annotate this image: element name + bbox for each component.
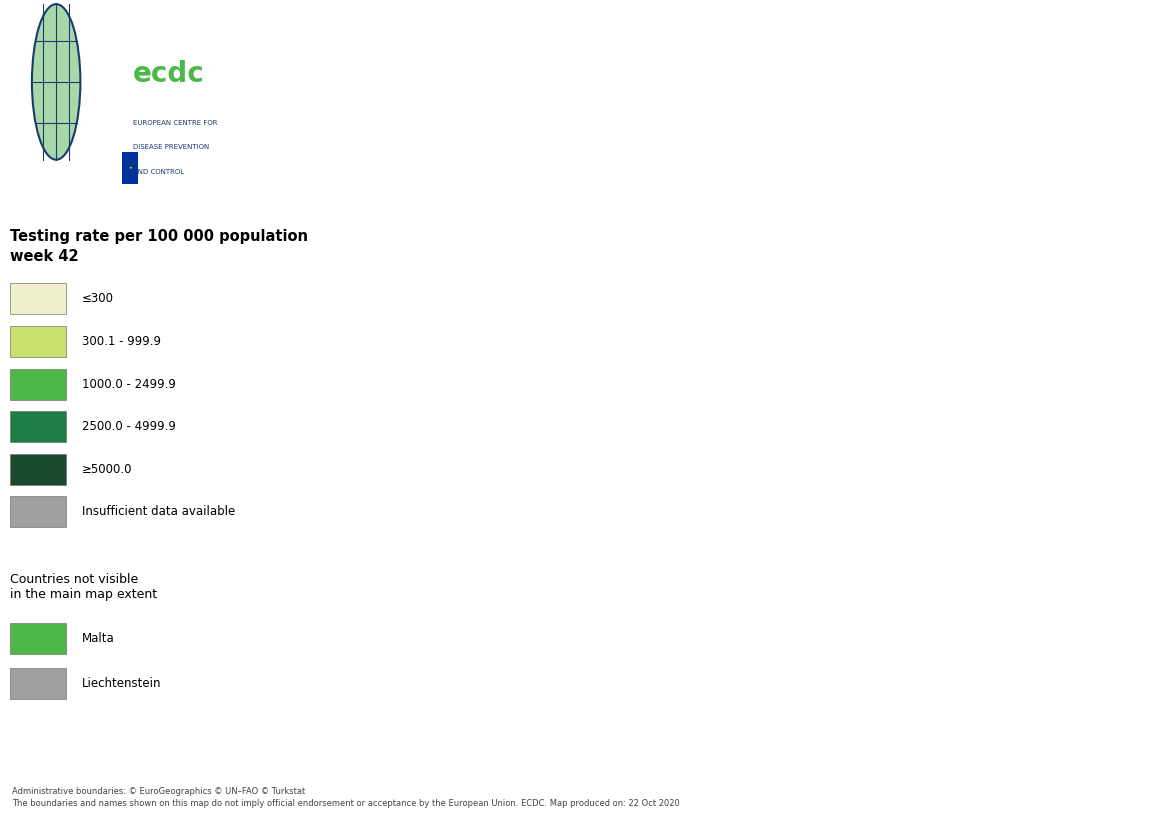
Text: Insufficient data available: Insufficient data available [81, 505, 235, 518]
Text: DISEASE PREVENTION: DISEASE PREVENTION [132, 144, 209, 151]
Bar [123, 152, 138, 184]
Bar [10, 283, 66, 314]
Circle shape [31, 4, 80, 160]
Text: 1000.0 - 2499.9: 1000.0 - 2499.9 [81, 378, 175, 391]
Bar [10, 326, 66, 357]
Text: ecdc: ecdc [132, 60, 204, 88]
Text: ★: ★ [129, 166, 132, 170]
Bar [10, 496, 66, 527]
Bar [10, 623, 66, 654]
Text: Administrative boundaries: © EuroGeographics © UN–FAO © Turkstat: Administrative boundaries: © EuroGeograp… [12, 787, 305, 796]
Bar [10, 369, 66, 400]
Text: Malta: Malta [81, 632, 115, 645]
Text: ≥5000.0: ≥5000.0 [81, 463, 132, 476]
Text: 300.1 - 999.9: 300.1 - 999.9 [81, 335, 161, 348]
Text: ≤300: ≤300 [81, 292, 114, 305]
Text: Countries not visible
in the main map extent: Countries not visible in the main map ex… [10, 573, 158, 601]
Bar [10, 454, 66, 485]
Bar [10, 668, 66, 699]
Text: Testing rate per 100 000 population
week 42: Testing rate per 100 000 population week… [10, 229, 309, 264]
Text: The boundaries and names shown on this map do not imply official endorsement or : The boundaries and names shown on this m… [12, 799, 680, 808]
Text: EUROPEAN CENTRE FOR: EUROPEAN CENTRE FOR [132, 120, 217, 126]
Text: AND CONTROL: AND CONTROL [132, 169, 183, 175]
Text: Liechtenstein: Liechtenstein [81, 677, 161, 690]
Text: 2500.0 - 4999.9: 2500.0 - 4999.9 [81, 420, 175, 433]
Bar [10, 411, 66, 442]
